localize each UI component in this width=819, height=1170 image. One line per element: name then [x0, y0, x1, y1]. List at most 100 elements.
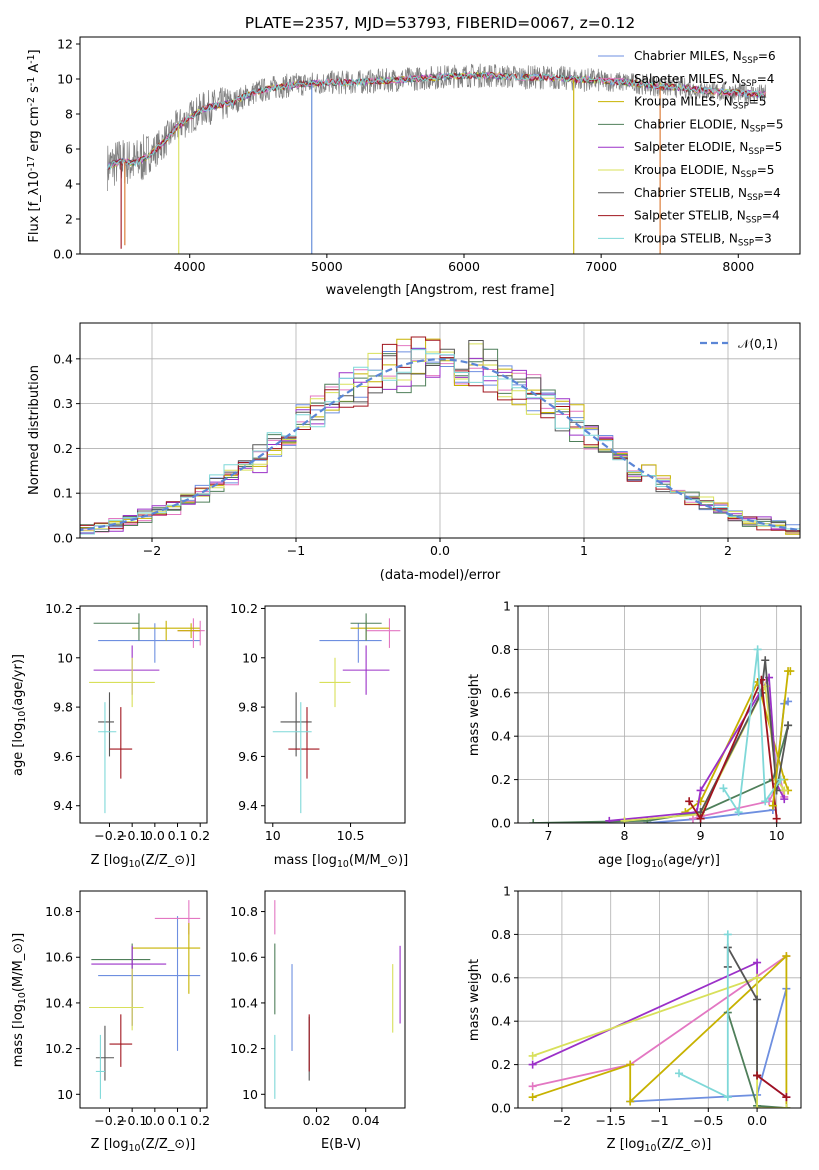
data-point: [95, 1025, 115, 1081]
weight-marker: [696, 786, 705, 795]
grid: [518, 605, 801, 824]
y-tick-label: 9.6: [238, 749, 258, 764]
weight-marker: [605, 816, 614, 823]
data-point: [109, 707, 133, 779]
weight-marker: [626, 1097, 635, 1106]
weight-marker: [723, 1093, 732, 1102]
y-axis-label: Normed distribution: [27, 365, 42, 495]
y-tick-label: 0.2: [491, 772, 511, 787]
legend-entry: 𝒩(0,1): [738, 337, 778, 351]
data-point: [177, 623, 201, 639]
data-point: [95, 1034, 105, 1099]
data-point: [350, 613, 382, 641]
legend-entry: Chabrier ELODIE, NSSP=5: [634, 117, 783, 134]
weight-marker: [761, 797, 770, 806]
data-point: [93, 613, 140, 641]
x-tick-label: 0.1: [168, 1113, 188, 1128]
x-axis-label: age [log10(age/yr)]: [598, 853, 720, 870]
model-spectrum: [106, 71, 767, 170]
weight-marker: [761, 656, 770, 665]
x-tick-label: −0.1: [117, 828, 147, 843]
y-tick-label: 9.8: [238, 700, 258, 715]
axes-massweight_vs_age: 7 8 9 10 0.0 0.2 0.4 0.6 0.8 1: [491, 599, 802, 843]
data-point: [91, 943, 151, 1026]
weight-marker: [753, 995, 762, 1004]
chart-title: PLATE=2357, MJD=53793, FIBERID=0067, z=0…: [245, 14, 635, 32]
y-tick-label: 0.6: [491, 970, 511, 985]
y-tick-label: 10.2: [230, 1041, 258, 1056]
y-tick-label: 0.2: [491, 1057, 511, 1072]
x-tick-label: −0.2: [94, 828, 124, 843]
x-tick-label: 9: [697, 828, 705, 843]
x-tick-label: 5000: [311, 259, 343, 274]
weight-marker: [753, 645, 762, 654]
data-point: [93, 645, 160, 695]
data-point: [132, 620, 201, 641]
x-tick-label: 2: [724, 543, 732, 558]
weight-marker: [675, 1069, 684, 1078]
x-tick-label: 10: [265, 828, 281, 843]
y-tick-label: 2: [65, 212, 73, 227]
x-tick-label: −0.5: [693, 1113, 723, 1128]
weight-marker: [529, 819, 538, 823]
y-axis-label: age [log10(age/yr)]: [11, 654, 28, 776]
y-tick-label: 0.0: [491, 1101, 511, 1116]
data-point: [98, 702, 117, 814]
data-point: [89, 657, 155, 708]
weight-series: [753, 1071, 791, 1102]
legend-entry: Salpeter MILES, NSSP=4: [634, 72, 774, 89]
data-point: [272, 702, 312, 814]
weight-marker: [719, 784, 728, 793]
axes-frame: [79, 605, 208, 824]
weight-line: [756, 1074, 787, 1098]
weight-series: [528, 952, 791, 1108]
x-tick-label: −2: [553, 1113, 571, 1128]
weight-marker: [734, 808, 743, 817]
y-tick-label: 0.0: [53, 247, 73, 262]
axes-massweight_vs_Z: −2 −1.5 −1 −0.5 0.0 0.0 0.2 0.4 0.6 0.8 1: [491, 884, 802, 1128]
axes-frame: [79, 36, 801, 255]
legend-entry: Salpeter ELODIE, NSSP=5: [634, 140, 782, 157]
y-tick-label: 10.4: [230, 995, 258, 1010]
plot-area: [89, 900, 201, 1099]
plot-area: [529, 645, 795, 823]
x-tick-label: 4000: [174, 259, 206, 274]
x-tick-label: −1: [650, 1113, 668, 1128]
axes-spectrum: 4000 5000 6000 7000 8000 0.0 2 4 6 8 10 12 Chabrier …: [53, 36, 801, 274]
data-point: [366, 618, 401, 648]
legend-entry: Chabrier STELIB, NSSP=4: [634, 186, 781, 203]
x-tick-label: 0.04: [352, 1113, 380, 1128]
data-point: [177, 618, 201, 648]
y-axis-label: mass weight: [467, 959, 482, 1041]
weight-line: [533, 725, 789, 823]
legend-entry: Salpeter STELIB, NSSP=4: [634, 209, 780, 226]
plot-area: [80, 336, 800, 538]
data-point: [109, 1014, 133, 1067]
x-tick-label: 1: [580, 543, 588, 558]
x-tick-label: 8000: [722, 259, 754, 274]
weight-marker: [723, 930, 732, 939]
axes-mass_vs_Z: −0.2−0.10.0 0.1 0.2 10 10.2 10.4 10.6 10.8: [45, 890, 210, 1128]
y-tick-label: 6: [65, 142, 73, 157]
weight-marker: [753, 1071, 762, 1080]
weight-marker: [776, 775, 785, 784]
x-tick-label: 6000: [448, 259, 480, 274]
data-point: [98, 916, 201, 1051]
weight-line: [678, 934, 729, 1099]
x-tick-label: 7000: [585, 259, 617, 274]
weight-marker: [768, 801, 777, 810]
weight-series: [719, 645, 785, 817]
y-tick-label: 0.8: [491, 927, 511, 942]
y-tick-label: 4: [65, 177, 73, 192]
axes-residuals: −2 −1 0.0 1 2 0.0 0.1 0.2 0.3 0.4 𝒩(0,1): [53, 322, 801, 558]
weight-series: [768, 667, 795, 810]
weight-marker: [696, 814, 705, 823]
x-axis-label: Z [log10(Z/Z_⊙)]: [91, 1137, 196, 1154]
weight-marker: [528, 1093, 537, 1102]
y-tick-label: 9.4: [238, 798, 258, 813]
weight-marker: [528, 1060, 537, 1069]
model-spectrum: [106, 71, 766, 171]
weight-marker: [620, 816, 629, 823]
axes-mass_vs_EBV: 0.02 0.04 10 10.2 10.4 10.6 10.8: [230, 890, 406, 1128]
y-tick-label: 1: [503, 599, 511, 614]
